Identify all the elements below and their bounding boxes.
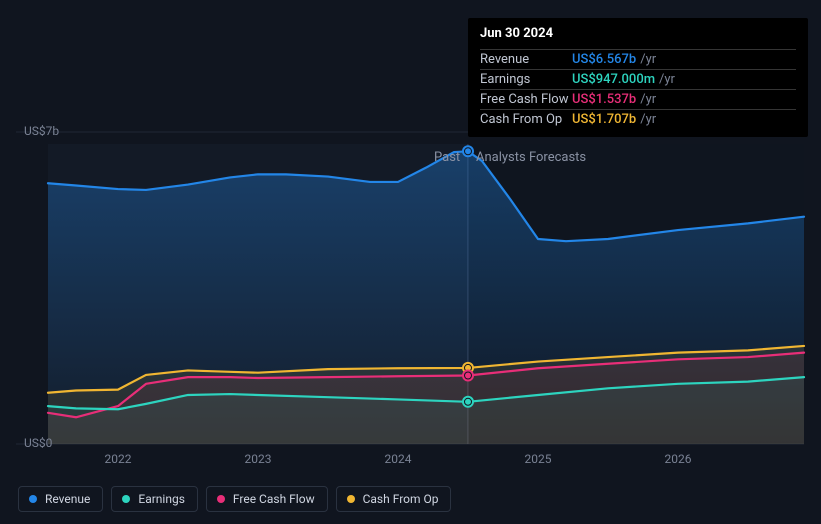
x-axis-label: 2025 — [525, 452, 552, 466]
tooltip-unit: /yr — [640, 112, 656, 127]
tooltip-label: Revenue — [480, 52, 572, 67]
legend-label: Earnings — [138, 492, 185, 506]
legend-item-free_cash_flow[interactable]: Free Cash Flow — [206, 486, 328, 512]
tooltip-value: US$1.707b — [572, 112, 636, 127]
tooltip-row: Cash From OpUS$1.707b/yr — [480, 109, 796, 129]
tooltip-label: Free Cash Flow — [480, 92, 572, 107]
tooltip-unit: /yr — [640, 52, 656, 67]
tooltip-unit: /yr — [659, 72, 675, 87]
legend-dot — [122, 495, 130, 503]
tooltip-value: US$6.567b — [572, 52, 636, 67]
chart-container: Past Analysts Forecasts Jun 30 2024 Reve… — [0, 0, 821, 524]
section-forecast-label: Analysts Forecasts — [476, 150, 586, 165]
tooltip-value: US$1.537b — [572, 92, 636, 107]
x-axis-label: 2023 — [245, 452, 272, 466]
tooltip-row: RevenueUS$6.567b/yr — [480, 49, 796, 69]
legend-label: Cash From Op — [363, 492, 439, 506]
chart-tooltip: Jun 30 2024 RevenueUS$6.567b/yrEarningsU… — [468, 18, 808, 137]
tooltip-row: EarningsUS$947.000m/yr — [480, 69, 796, 89]
legend-label: Free Cash Flow — [233, 492, 315, 506]
x-axis-label: 2026 — [665, 452, 692, 466]
legend-dot — [217, 495, 225, 503]
tooltip-label: Earnings — [480, 72, 572, 87]
x-axis-label: 2024 — [385, 452, 412, 466]
y-axis-label: US$7b — [24, 124, 59, 138]
tooltip-date: Jun 30 2024 — [480, 26, 796, 45]
tooltip-value: US$947.000m — [572, 72, 655, 87]
x-axis-label: 2022 — [105, 452, 132, 466]
y-axis-label: US$0 — [24, 436, 52, 450]
legend-dot — [347, 495, 355, 503]
tooltip-row: Free Cash FlowUS$1.537b/yr — [480, 89, 796, 109]
legend-item-earnings[interactable]: Earnings — [111, 486, 198, 512]
legend-item-revenue[interactable]: Revenue — [18, 486, 103, 512]
legend-item-cash_from_op[interactable]: Cash From Op — [336, 486, 452, 512]
legend-dot — [29, 495, 37, 503]
legend: Revenue Earnings Free Cash Flow Cash From O… — [18, 486, 451, 512]
legend-label: Revenue — [45, 492, 90, 506]
tooltip-unit: /yr — [640, 92, 656, 107]
section-past-label: Past — [434, 150, 460, 165]
tooltip-label: Cash From Op — [480, 112, 572, 127]
